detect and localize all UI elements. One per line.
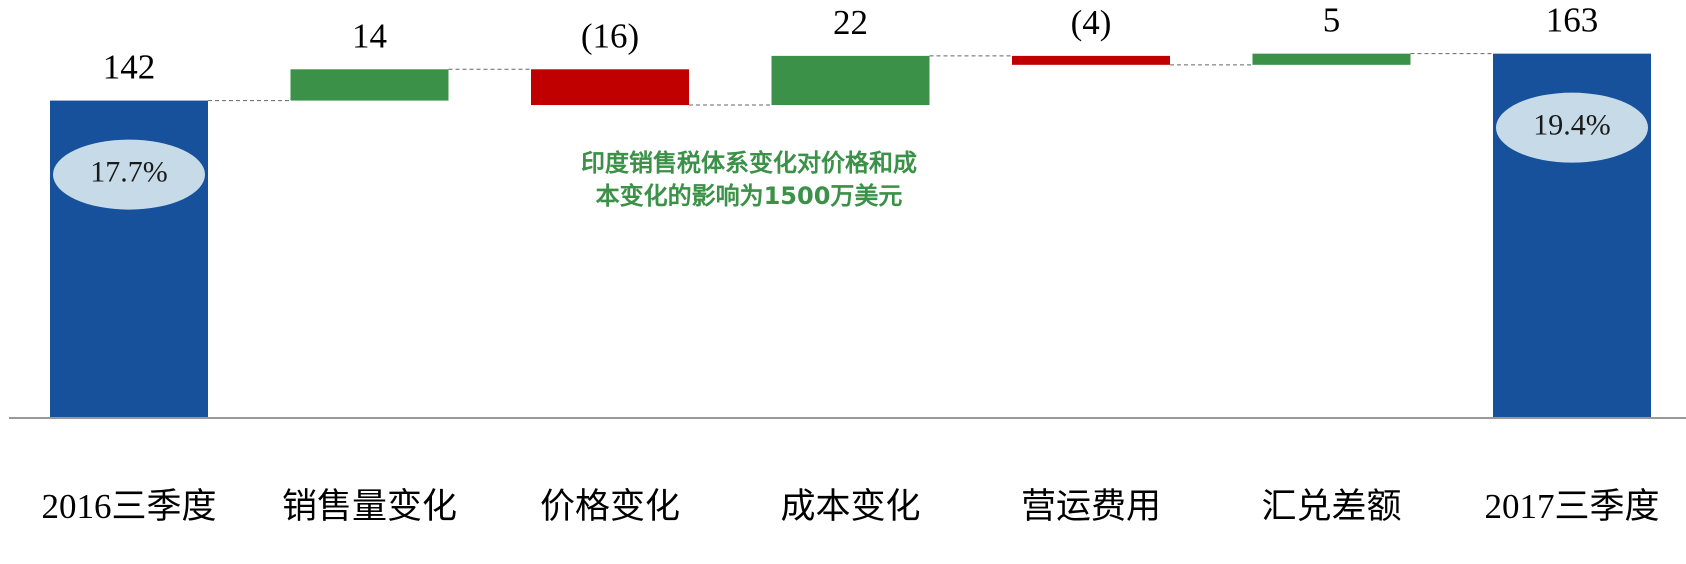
bar bbox=[531, 69, 689, 106]
bar bbox=[1012, 55, 1170, 65]
x-tick-label: 价格变化 bbox=[540, 487, 680, 526]
badge-label: 17.7% bbox=[90, 155, 168, 188]
value-label: (4) bbox=[1071, 3, 1112, 42]
x-tick-label: 2017三季度 bbox=[1484, 487, 1659, 526]
value-label: 14 bbox=[352, 16, 387, 55]
value-label: 142 bbox=[103, 48, 156, 87]
badge-bg bbox=[53, 139, 205, 210]
badge-label: 19.4% bbox=[1533, 109, 1611, 142]
annotation: 本变化的影响为1500万美元 bbox=[596, 182, 903, 210]
bar bbox=[290, 69, 449, 101]
x-tick-label: 成本变化 bbox=[780, 487, 920, 526]
bar bbox=[771, 55, 930, 106]
x-tick-label: 销售量变化 bbox=[282, 487, 457, 526]
value-label: 5 bbox=[1323, 1, 1341, 40]
x-tick-label: 汇兑差额 bbox=[1261, 487, 1401, 526]
x-tick-label: 营运费用 bbox=[1021, 487, 1161, 526]
value-label: 22 bbox=[833, 3, 868, 42]
value-label: 163 bbox=[1546, 1, 1599, 40]
x-tick-label: 2016三季度 bbox=[41, 487, 216, 526]
bar bbox=[1252, 53, 1411, 65]
badge-bg bbox=[1496, 92, 1648, 163]
annotation: 印度销售税体系变化对价格和成 bbox=[581, 149, 917, 177]
value-label: (16) bbox=[581, 16, 639, 55]
